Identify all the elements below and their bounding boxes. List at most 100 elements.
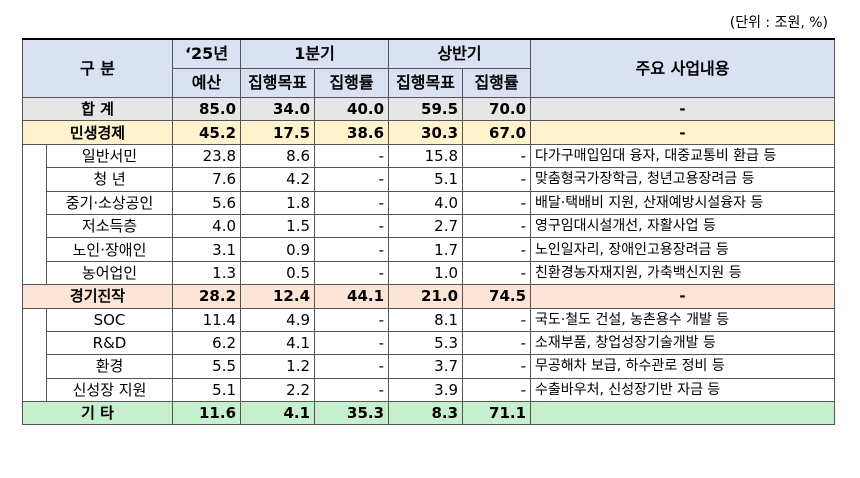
row-label: 신성장 지원 xyxy=(45,377,174,403)
cell-h1-rate: - xyxy=(462,377,532,403)
table-row: 청 년 7.6 4.2 - 5.1 - 맞춤형국가장학금, 청년고용장려금 등 xyxy=(23,167,836,192)
row-label: 노인·장애인 xyxy=(45,237,174,262)
row-label: R&D xyxy=(45,330,174,356)
cell-description: - xyxy=(530,284,836,309)
cell-q1-rate: - xyxy=(314,377,390,403)
cell-h1-target: 3.7 xyxy=(388,354,464,379)
cell-budget: 4.0 xyxy=(172,213,242,239)
cell-q1-rate: 44.1 xyxy=(314,284,390,309)
cell-description: 수출바우처, 신성장기반 자금 등 xyxy=(530,377,836,403)
cell-h1-rate: - xyxy=(462,167,532,192)
cell-description: 친환경농자재지원, 가축백신지원 등 xyxy=(530,260,836,286)
cell-h1-target: 1.7 xyxy=(388,237,464,262)
cell-q1-target: 34.0 xyxy=(240,96,316,122)
table-row: 중기·소상공인 5.6 1.8 - 4.0 - 배달·택배비 지원, 산재예방시… xyxy=(23,190,836,215)
header-budget: 예산 xyxy=(172,68,242,98)
cell-q1-rate: - xyxy=(314,307,390,332)
row-label: 농어업인 xyxy=(45,260,174,286)
cell-budget: 28.2 xyxy=(172,284,242,309)
cell-h1-target: 8.3 xyxy=(388,401,464,426)
table-row: 일반서민 23.8 8.6 - 15.8 - 다가구매입임대 융자, 대중교통비… xyxy=(22,143,836,285)
cell-h1-target: 5.1 xyxy=(388,167,464,192)
row-label: SOC xyxy=(45,307,174,332)
cell-q1-rate: - xyxy=(314,167,390,192)
budget-execution-table: 구 분 ‘25년 1분기 상반기 주요 사업내용 예산 집행목표 집행률 집행목… xyxy=(21,38,836,426)
cell-q1-target: 17.5 xyxy=(240,120,316,145)
row-label: 민생경제 xyxy=(21,120,174,145)
table-row: 농어업인 1.3 0.5 - 1.0 - 친환경농자재지원, 가축백신지원 등 xyxy=(23,260,836,286)
indent-spacer xyxy=(22,308,47,402)
cell-q1-target: 2.2 xyxy=(240,377,316,403)
row-label: 환경 xyxy=(45,354,174,379)
header-q1-rate: 집행률 xyxy=(314,68,390,98)
cell-q1-rate: - xyxy=(314,330,390,356)
cell-h1-target: 8.1 xyxy=(388,307,464,332)
cell-description: 맞춤형국가장학금, 청년고용장려금 등 xyxy=(530,167,836,192)
cell-h1-target: 5.3 xyxy=(388,330,464,356)
cell-budget: 3.1 xyxy=(172,237,242,262)
table-row-category: 민생경제 45.2 17.5 38.6 30.3 67.0 - xyxy=(21,120,836,145)
cell-h1-rate: - xyxy=(462,143,532,169)
cell-description: 무공해차 보급, 하수관로 정비 등 xyxy=(530,354,836,379)
cell-h1-rate: - xyxy=(462,260,532,286)
row-label: 청 년 xyxy=(45,167,174,192)
cell-h1-rate: - xyxy=(462,354,532,379)
cell-q1-rate: 35.3 xyxy=(314,401,390,426)
cell-h1-target: 15.8 xyxy=(388,143,464,169)
cell-q1-target: 4.1 xyxy=(240,401,316,426)
cell-h1-rate: - xyxy=(462,213,532,239)
cell-budget: 1.3 xyxy=(172,260,242,286)
header-q1: 1분기 xyxy=(240,38,390,69)
table-row: 신성장 지원 5.1 2.2 - 3.9 - 수출바우처, 신성장기반 자금 등 xyxy=(23,377,836,403)
cell-q1-target: 0.5 xyxy=(240,260,316,286)
header-row-1: 구 분 ‘25년 1분기 상반기 주요 사업내용 xyxy=(21,38,836,98)
table-row-total: 합 계 85.0 34.0 40.0 59.5 70.0 - xyxy=(21,96,836,122)
cell-h1-target: 3.9 xyxy=(388,377,464,403)
cell-q1-rate: - xyxy=(314,190,390,215)
cell-q1-target: 12.4 xyxy=(240,284,316,309)
cell-budget: 23.8 xyxy=(172,143,242,169)
cell-description: - xyxy=(530,96,836,122)
row-label: 합 계 xyxy=(21,96,174,122)
cell-budget: 5.1 xyxy=(172,377,242,403)
cell-description: 노인일자리, 장애인고용장려금 등 xyxy=(530,237,836,262)
table-row: 저소득층 4.0 1.5 - 2.7 - 영구임대시설개선, 자활사업 등 xyxy=(23,213,836,239)
cell-budget: 85.0 xyxy=(172,96,242,122)
row-label: 경기진작 xyxy=(21,284,174,309)
cell-q1-rate: - xyxy=(314,143,390,169)
row-label: 기 타 xyxy=(21,401,174,426)
header-row-2: 예산 집행목표 집행률 집행목표 집행률 xyxy=(23,68,835,98)
table-row: R&D 6.2 4.1 - 5.3 - 소재부품, 창업성장기술개발 등 xyxy=(23,330,836,356)
cell-budget: 5.6 xyxy=(172,190,242,215)
cell-h1-rate: 71.1 xyxy=(462,401,532,426)
cell-q1-target: 4.9 xyxy=(240,307,316,332)
cell-h1-target: 21.0 xyxy=(388,284,464,309)
table-row: SOC 11.4 4.9 - 8.1 - 국도·철도 건설, 농촌용수 개발 등 xyxy=(22,307,836,402)
cell-h1-rate: 67.0 xyxy=(462,120,532,145)
cell-q1-rate: - xyxy=(314,213,390,239)
table-row-category: 기 타 11.6 4.1 35.3 8.3 71.1 xyxy=(21,401,836,426)
header-h1-rate: 집행률 xyxy=(462,68,532,98)
header-category: 구 분 xyxy=(21,38,174,98)
cell-h1-rate: 74.5 xyxy=(462,284,532,309)
cell-description xyxy=(530,401,836,426)
header-h1: 상반기 xyxy=(388,38,532,69)
cell-description: 영구임대시설개선, 자활사업 등 xyxy=(530,213,836,239)
cell-h1-target: 30.3 xyxy=(388,120,464,145)
cell-q1-target: 0.9 xyxy=(240,237,316,262)
cell-description: 국도·철도 건설, 농촌용수 개발 등 xyxy=(530,307,836,332)
cell-h1-target: 2.7 xyxy=(388,213,464,239)
cell-budget: 11.6 xyxy=(172,401,242,426)
header-q1-target: 집행목표 xyxy=(240,68,316,98)
cell-q1-rate: - xyxy=(314,237,390,262)
cell-q1-target: 1.5 xyxy=(240,213,316,239)
cell-description: 다가구매입임대 융자, 대중교통비 환급 등 xyxy=(530,143,836,169)
header-h1-target: 집행목표 xyxy=(388,68,464,98)
table-row-category: 경기진작 28.2 12.4 44.1 21.0 74.5 - xyxy=(21,284,836,309)
cell-budget: 11.4 xyxy=(172,307,242,332)
cell-h1-rate: - xyxy=(462,307,532,332)
cell-h1-rate: - xyxy=(462,330,532,356)
row-label: 일반서민 xyxy=(45,143,174,169)
cell-q1-rate: - xyxy=(314,354,390,379)
cell-q1-rate: 38.6 xyxy=(314,120,390,145)
